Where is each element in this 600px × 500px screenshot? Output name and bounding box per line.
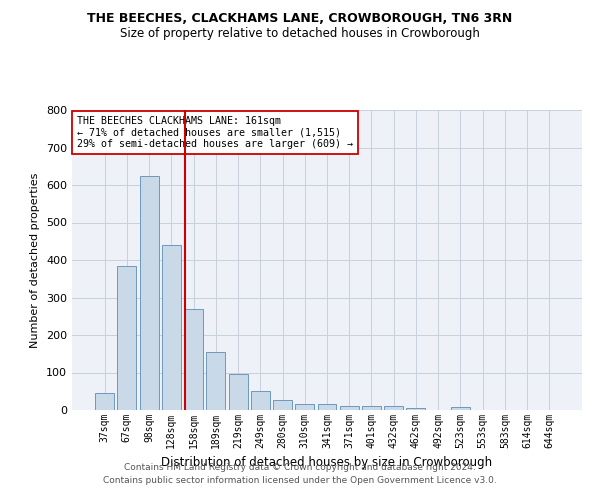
Text: THE BEECHES CLACKHAMS LANE: 161sqm
← 71% of detached houses are smaller (1,515)
: THE BEECHES CLACKHAMS LANE: 161sqm ← 71%… bbox=[77, 116, 353, 149]
Bar bbox=[251, 390, 270, 410]
Bar bbox=[340, 406, 359, 410]
Bar bbox=[229, 374, 248, 410]
Bar bbox=[451, 407, 470, 410]
Bar bbox=[317, 404, 337, 410]
Bar bbox=[295, 404, 314, 410]
Y-axis label: Number of detached properties: Number of detached properties bbox=[31, 172, 40, 348]
Bar bbox=[118, 266, 136, 410]
Text: Contains public sector information licensed under the Open Government Licence v3: Contains public sector information licen… bbox=[103, 476, 497, 485]
Bar bbox=[140, 176, 158, 410]
Bar bbox=[206, 352, 225, 410]
Text: THE BEECHES, CLACKHAMS LANE, CROWBOROUGH, TN6 3RN: THE BEECHES, CLACKHAMS LANE, CROWBOROUGH… bbox=[88, 12, 512, 26]
Bar bbox=[384, 406, 403, 410]
Bar bbox=[273, 400, 292, 410]
Bar bbox=[95, 393, 114, 410]
Bar bbox=[406, 408, 425, 410]
Bar bbox=[162, 245, 181, 410]
Bar bbox=[184, 308, 203, 410]
Bar bbox=[362, 406, 381, 410]
Text: Size of property relative to detached houses in Crowborough: Size of property relative to detached ho… bbox=[120, 28, 480, 40]
Text: Contains HM Land Registry data © Crown copyright and database right 2024.: Contains HM Land Registry data © Crown c… bbox=[124, 464, 476, 472]
X-axis label: Distribution of detached houses by size in Crowborough: Distribution of detached houses by size … bbox=[161, 456, 493, 469]
